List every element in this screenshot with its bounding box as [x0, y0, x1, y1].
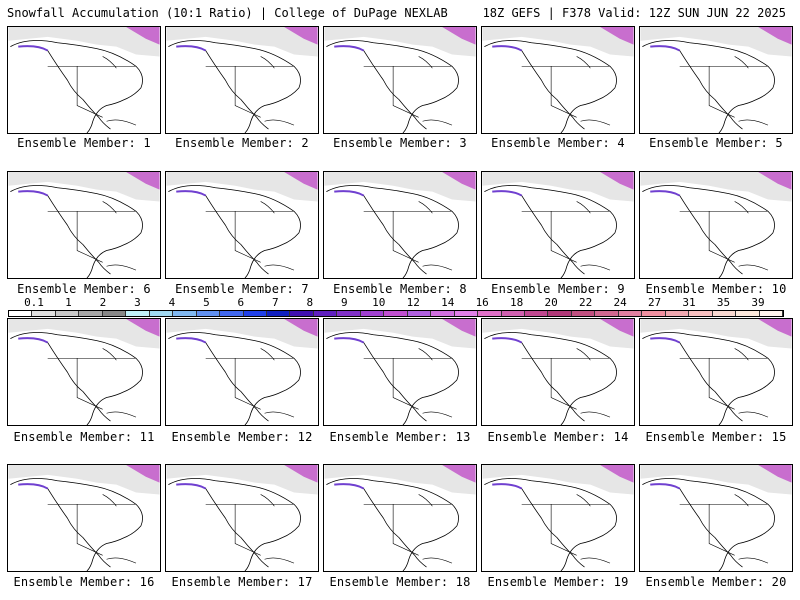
ensemble-member-label: Ensemble Member: 13 — [329, 430, 471, 444]
colorbar-segment — [548, 311, 572, 316]
colorbar-segment — [689, 311, 713, 316]
colorbar-segment — [759, 311, 783, 316]
colorbar-segment — [149, 311, 174, 316]
colorbar-tick-label: 7 — [272, 296, 279, 309]
colorbar-tick-label: 16 — [475, 296, 489, 309]
ensemble-member-label: Ensemble Member: 10 — [645, 282, 787, 296]
colorbar-tick-label: 18 — [510, 296, 524, 309]
ensemble-member-label: Ensemble Member: 6 — [17, 282, 151, 296]
ensemble-member-label: Ensemble Member: 17 — [171, 575, 313, 589]
ensemble-member-label: Ensemble Member: 15 — [645, 430, 787, 444]
map-title: Snowfall Accumulation (10:1 Ratio) | Col… — [7, 6, 448, 20]
run-info: 18Z GEFS | F378 Valid: 12Z SUN JUN 22 20… — [482, 6, 786, 20]
colorbar-labels: 0.1 1 2 3 4 5 6 7 8 9 10 12 14 16 18 20 22 24 27 31 35 39 — [8, 296, 784, 310]
ensemble-map-panel — [481, 26, 635, 134]
ensemble-map-panel — [481, 171, 635, 279]
ensemble-map-panel — [323, 318, 477, 426]
ensemble-map-panel — [639, 171, 793, 279]
ensemble-map-panel — [639, 464, 793, 572]
colorbar-tick-label: 22 — [578, 296, 593, 309]
colorbar-tick-label: 0.1 — [24, 296, 44, 309]
ensemble-map-panel — [323, 26, 477, 134]
ensemble-map-panel — [165, 171, 319, 279]
ensemble-member-label: Ensemble Member: 7 — [175, 282, 309, 296]
colorbar-tick-label: 27 — [647, 296, 662, 309]
ensemble-map-panel — [481, 464, 635, 572]
colorbar-segment — [266, 311, 291, 316]
ensemble-member-label: Ensemble Member: 3 — [333, 136, 467, 150]
ensemble-map-panel — [323, 171, 477, 279]
colorbar-tick-label: 35 — [716, 296, 731, 309]
colorbar-segment — [524, 311, 549, 316]
ensemble-member-label: Ensemble Member: 1 — [17, 136, 151, 150]
ensemble-member-label: Ensemble Member: 14 — [487, 430, 629, 444]
colorbar-segment — [360, 311, 385, 316]
ensemble-map-panel — [7, 171, 161, 279]
colorbar-tick-label: 39 — [751, 296, 765, 309]
ensemble-member-label: Ensemble Member: 4 — [491, 136, 625, 150]
ensemble-map-panel — [7, 318, 161, 426]
ensemble-member-label: Ensemble Member: 19 — [487, 575, 629, 589]
colorbar-segment — [384, 311, 408, 316]
colorbar-tick-label: 8 — [306, 296, 314, 309]
ensemble-map-panel — [165, 464, 319, 572]
colorbar-segment — [9, 311, 33, 316]
ensemble-member-label: Ensemble Member: 20 — [645, 575, 787, 589]
colorbar-segment — [407, 311, 432, 316]
colorbar-segment — [618, 311, 643, 316]
ensemble-member-label: Ensemble Member: 16 — [13, 575, 155, 589]
colorbar-segment — [196, 311, 221, 316]
colorbar-segment — [454, 311, 479, 316]
colorbar — [8, 310, 784, 317]
colorbar-segment — [595, 311, 619, 316]
colorbar-tick-label: 9 — [340, 296, 348, 309]
colorbar-tick-label: 12 — [406, 296, 420, 309]
ensemble-map-panel — [481, 318, 635, 426]
ensemble-map-panel — [165, 26, 319, 134]
colorbar-tick-label: 10 — [372, 296, 386, 309]
colorbar-segment — [665, 311, 690, 316]
colorbar-segment — [736, 311, 760, 316]
colorbar-tick-label: 6 — [237, 296, 245, 309]
ensemble-member-label: Ensemble Member: 12 — [171, 430, 313, 444]
colorbar-segment — [32, 311, 56, 316]
ensemble-map-panel — [639, 318, 793, 426]
colorbar-segment — [313, 311, 338, 316]
ensemble-member-label: Ensemble Member: 2 — [175, 136, 309, 150]
colorbar-segment — [712, 311, 737, 316]
colorbar-tick-label: 31 — [682, 296, 696, 309]
colorbar-segment — [642, 311, 666, 316]
colorbar-tick-label: 20 — [544, 296, 558, 309]
colorbar-tick-label: 24 — [613, 296, 627, 309]
colorbar-segment — [501, 311, 525, 316]
colorbar-segment — [431, 311, 455, 316]
colorbar-segment — [173, 311, 197, 316]
colorbar-tick-label: 1 — [65, 296, 72, 309]
colorbar-segment — [478, 311, 502, 316]
colorbar-tick-label: 2 — [99, 296, 107, 309]
ensemble-map-panel — [323, 464, 477, 572]
ensemble-member-label: Ensemble Member: 18 — [329, 575, 471, 589]
colorbar-tick-label: 4 — [168, 296, 176, 309]
colorbar-segment — [55, 311, 80, 316]
ensemble-member-label: Ensemble Member: 5 — [649, 136, 783, 150]
colorbar-segment — [126, 311, 150, 316]
colorbar-segment — [571, 311, 596, 316]
colorbar-tick-label: 5 — [203, 296, 210, 309]
colorbar-segment — [220, 311, 244, 316]
colorbar-segment — [79, 311, 103, 316]
colorbar-segment — [102, 311, 127, 316]
ensemble-map-panel — [165, 318, 319, 426]
ensemble-map-panel — [7, 464, 161, 572]
ensemble-map-panel — [639, 26, 793, 134]
ensemble-member-label: Ensemble Member: 8 — [333, 282, 467, 296]
ensemble-member-label: Ensemble Member: 11 — [13, 430, 155, 444]
ensemble-map-panel — [7, 26, 161, 134]
colorbar-segment — [243, 311, 267, 316]
colorbar-segment — [337, 311, 361, 316]
colorbar-tick-label: 3 — [134, 296, 141, 309]
colorbar-segment — [290, 311, 314, 316]
colorbar-tick-label: 14 — [441, 296, 455, 309]
ensemble-member-label: Ensemble Member: 9 — [491, 282, 625, 296]
